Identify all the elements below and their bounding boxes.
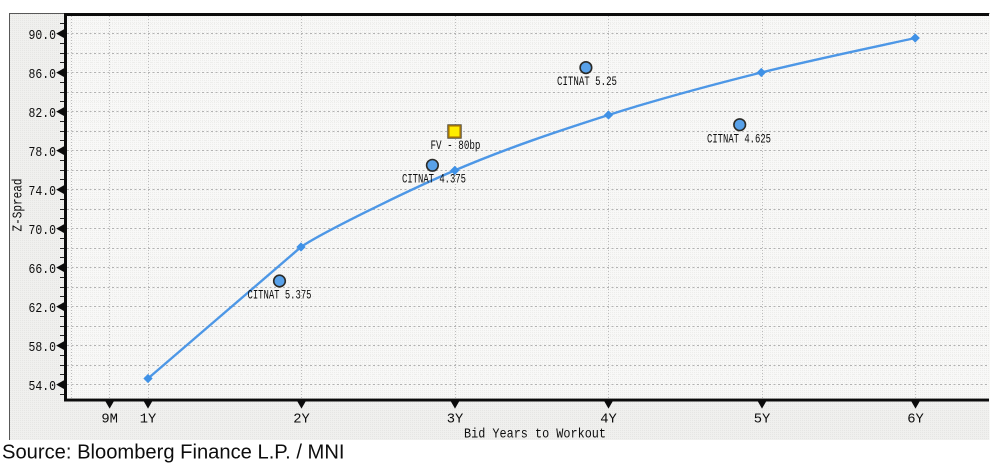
svg-text:5Y: 5Y bbox=[754, 412, 771, 427]
svg-text:6Y: 6Y bbox=[907, 412, 924, 427]
svg-text:Z-Spread: Z-Spread bbox=[11, 179, 27, 232]
svg-text:1Y: 1Y bbox=[140, 412, 157, 427]
svg-text:82.0: 82.0 bbox=[29, 107, 57, 122]
svg-text:FV - 80bp: FV - 80bp bbox=[431, 139, 481, 153]
svg-text:CITNAT 5.25: CITNAT 5.25 bbox=[557, 75, 617, 89]
svg-text:Bid Years to Workout: Bid Years to Workout bbox=[464, 427, 606, 443]
svg-text:Source: Bloomberg Finance L.P.: Source: Bloomberg Finance L.P. / MNI bbox=[2, 441, 345, 464]
svg-text:9M: 9M bbox=[101, 412, 118, 427]
svg-text:58.0: 58.0 bbox=[29, 341, 57, 356]
svg-text:90.0: 90.0 bbox=[29, 29, 57, 44]
svg-text:74.0: 74.0 bbox=[29, 185, 57, 200]
svg-text:86.0: 86.0 bbox=[29, 68, 57, 83]
svg-text:78.0: 78.0 bbox=[29, 146, 57, 161]
svg-text:54.0: 54.0 bbox=[29, 380, 57, 395]
svg-text:66.0: 66.0 bbox=[29, 263, 57, 278]
svg-text:CITNAT 5.375: CITNAT 5.375 bbox=[248, 288, 312, 302]
svg-text:3Y: 3Y bbox=[447, 412, 464, 427]
svg-text:2Y: 2Y bbox=[293, 412, 310, 427]
svg-text:70.0: 70.0 bbox=[29, 224, 57, 239]
svg-text:4Y: 4Y bbox=[600, 412, 617, 427]
svg-text:CITNAT 4.625: CITNAT 4.625 bbox=[707, 132, 771, 146]
svg-text:CITNAT 4.375: CITNAT 4.375 bbox=[402, 173, 466, 187]
svg-text:62.0: 62.0 bbox=[29, 302, 57, 317]
